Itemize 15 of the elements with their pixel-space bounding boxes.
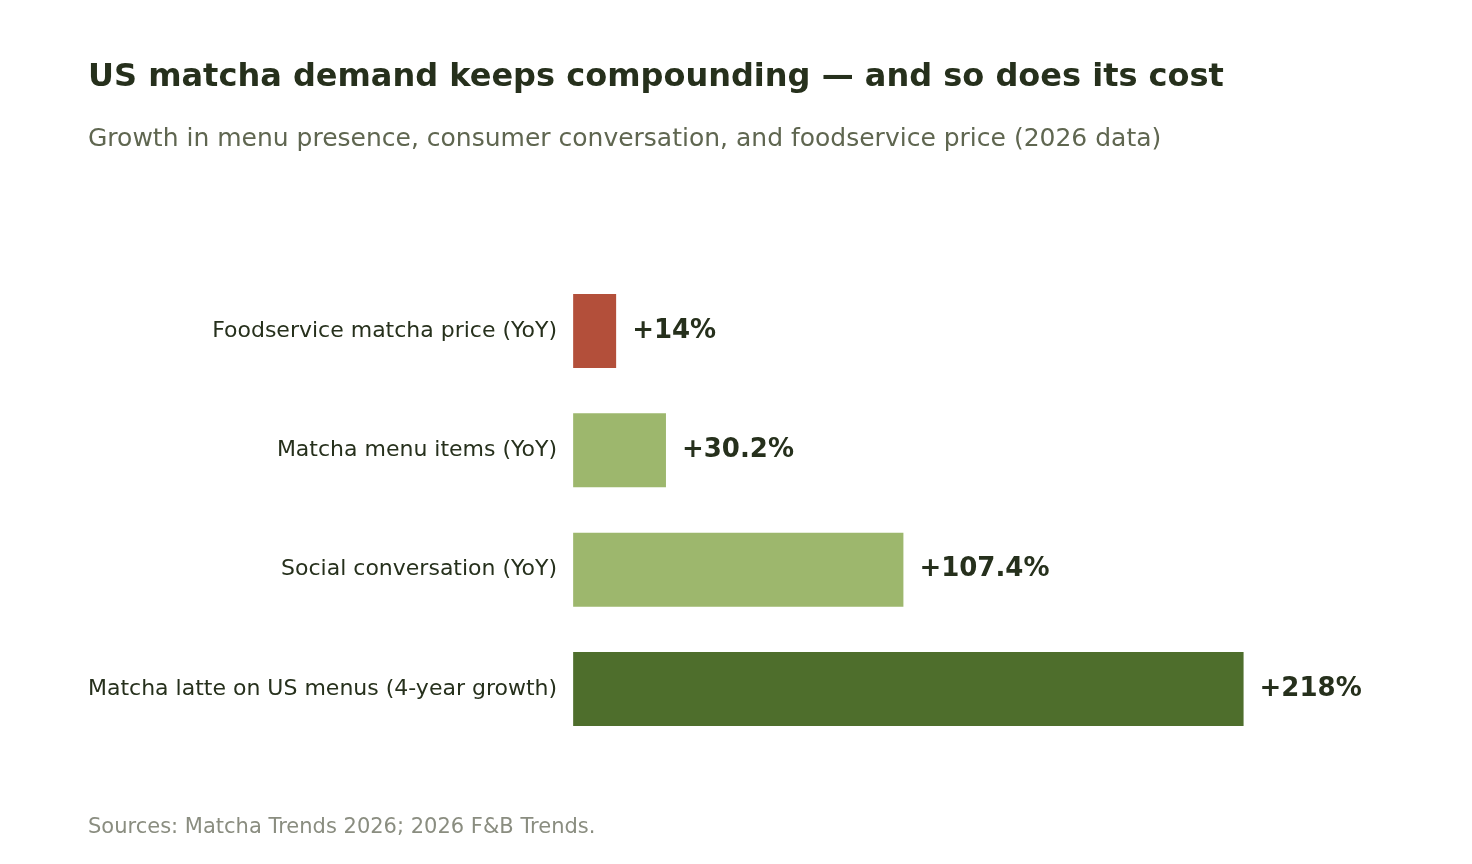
chart-title: US matcha demand keeps compounding — and so does its cost — [88, 56, 1224, 94]
bar — [573, 652, 1244, 727]
y-tick-label: Social conversation (YoY) — [281, 555, 558, 581]
data-label: +30.2% — [681, 433, 794, 464]
bar — [573, 532, 904, 607]
bar — [573, 413, 666, 488]
source-note: Sources: Matcha Trends 2026; 2026 F&B Trends. — [88, 814, 596, 838]
data-label: +107.4% — [919, 552, 1050, 583]
data-label: +218% — [1259, 671, 1362, 702]
data-label: +14% — [632, 313, 717, 344]
y-tick-label: Foodservice matcha price (YoY) — [212, 316, 558, 342]
bar — [573, 293, 617, 368]
y-tick-label: Matcha latte on US menus (4-year growth) — [87, 674, 558, 700]
chart-subtitle: Growth in menu presence, consumer conversation, and foodservice price (2026 data) — [88, 123, 1162, 152]
y-tick-label: Matcha menu items (YoY) — [276, 436, 558, 462]
